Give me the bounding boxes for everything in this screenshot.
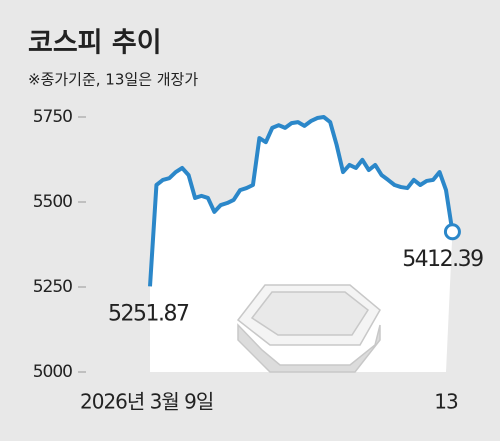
chart-subtitle: ※종가기준, 13일은 개장가 [28, 71, 198, 89]
chart-title: 코스피 추이 [28, 28, 162, 59]
y-tick-label: 5750 [33, 107, 72, 127]
pedestal-icon [236, 284, 381, 373]
y-tick-label: 5250 [33, 277, 72, 297]
end-marker [443, 223, 461, 241]
x-tick-label: 13 [434, 390, 458, 414]
y-tick-label: 5500 [33, 192, 72, 212]
line [148, 115, 455, 287]
y-tick-label: 5000 [33, 362, 72, 382]
value-label: 5251.87 [108, 301, 189, 326]
value-label: 5412.39 [402, 247, 483, 272]
x-tick-label: 2026년 3월 9일 [80, 390, 213, 414]
